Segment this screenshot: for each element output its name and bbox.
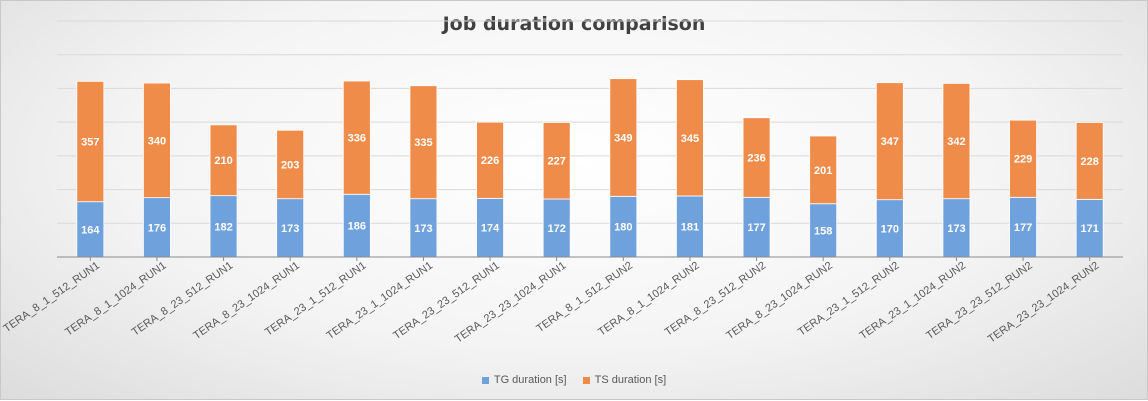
data-label-ts: 228 <box>1081 156 1099 168</box>
data-label-ts: 342 <box>947 136 965 148</box>
legend-swatch-ts <box>582 376 590 384</box>
data-label-ts: 357 <box>81 137 99 149</box>
bar-ts <box>1009 119 1037 198</box>
x-tick-label: TERA_23_23_512_RUN2 <box>924 260 1035 342</box>
bar-ts <box>76 80 105 203</box>
data-label-ts: 335 <box>414 137 432 149</box>
bar-ts <box>342 80 371 195</box>
legend-label-ts: TS duration [s] <box>594 374 667 386</box>
data-label-tg: 170 <box>881 223 899 235</box>
bar-tg <box>409 198 438 258</box>
data-label-tg: 164 <box>81 224 100 236</box>
data-label-ts: 203 <box>281 159 299 171</box>
x-tick-label: TERA_23_1_1024_RUN1 <box>325 260 436 342</box>
data-label-tg: 173 <box>414 223 432 235</box>
x-tick-label: TERA_8_23_1024_RUN1 <box>191 260 302 342</box>
data-label-tg: 181 <box>681 221 699 233</box>
data-label-tg: 180 <box>614 222 632 234</box>
legend-item-tg: TG duration [s] <box>481 374 567 386</box>
data-label-ts: 345 <box>681 133 699 145</box>
bar-tg <box>809 203 838 258</box>
data-label-tg: 172 <box>548 223 566 235</box>
data-label-tg: 173 <box>281 223 299 235</box>
data-label-tg: 173 <box>947 223 965 235</box>
data-label-tg: 176 <box>148 222 166 234</box>
data-label-ts: 226 <box>481 155 499 167</box>
bar-tg <box>542 198 571 258</box>
data-label-tg: 186 <box>348 221 366 233</box>
chart-title: Job duration comparison <box>442 13 706 35</box>
data-label-ts: 236 <box>747 153 765 165</box>
bar-tg <box>1075 198 1104 258</box>
bar-tg <box>942 198 971 258</box>
chart-legend: TG duration [s] TS duration [s] <box>1 374 1147 386</box>
legend-item-ts: TS duration [s] <box>582 374 667 386</box>
legend-label-tg: TG duration [s] <box>493 374 567 386</box>
data-label-ts: 336 <box>348 133 366 145</box>
data-label-ts: 340 <box>148 135 166 147</box>
x-tick-label: TERA_23_23_512_RUN1 <box>391 260 502 342</box>
data-label-tg: 177 <box>1014 222 1032 234</box>
bar-ts <box>276 129 305 200</box>
bar-ts <box>209 124 238 197</box>
x-tick-label: TERA_23_23_1024_RUN2 <box>986 260 1102 346</box>
bar-tg <box>143 197 171 258</box>
x-tick-label: TERA_23_23_1024_RUN1 <box>453 260 569 346</box>
bar-ts <box>542 122 571 200</box>
bar-tg <box>742 196 771 258</box>
bar-tg <box>1009 196 1037 258</box>
data-label-tg: 182 <box>214 221 232 233</box>
data-label-ts: 229 <box>1014 154 1032 166</box>
bar-ts <box>409 85 438 200</box>
bar-tg <box>476 197 504 258</box>
bar-ts <box>143 82 171 199</box>
bar-ts <box>875 82 904 201</box>
data-label-tg: 158 <box>814 225 832 237</box>
bar-ts <box>609 78 638 197</box>
x-tick-label: TERA_8_23_1024_RUN2 <box>724 260 835 342</box>
bar-ts <box>1075 122 1104 200</box>
data-label-ts: 349 <box>614 132 632 144</box>
data-label-ts: 227 <box>548 156 566 168</box>
data-label-ts: 210 <box>214 155 232 167</box>
bar-ts <box>676 79 704 197</box>
data-label-tg: 177 <box>747 222 765 234</box>
x-tick-label: TERA_23_1_1024_RUN2 <box>858 260 969 342</box>
bar-ts <box>742 117 771 198</box>
bar-ts <box>942 82 971 200</box>
data-label-ts: 201 <box>814 165 832 177</box>
data-label-tg: 171 <box>1081 223 1099 235</box>
bar-ts <box>476 121 504 199</box>
data-label-tg: 174 <box>481 223 500 235</box>
data-label-ts: 347 <box>881 136 899 148</box>
legend-swatch-tg <box>481 376 489 384</box>
bar-tg <box>676 195 704 258</box>
bar-ts <box>809 135 838 205</box>
